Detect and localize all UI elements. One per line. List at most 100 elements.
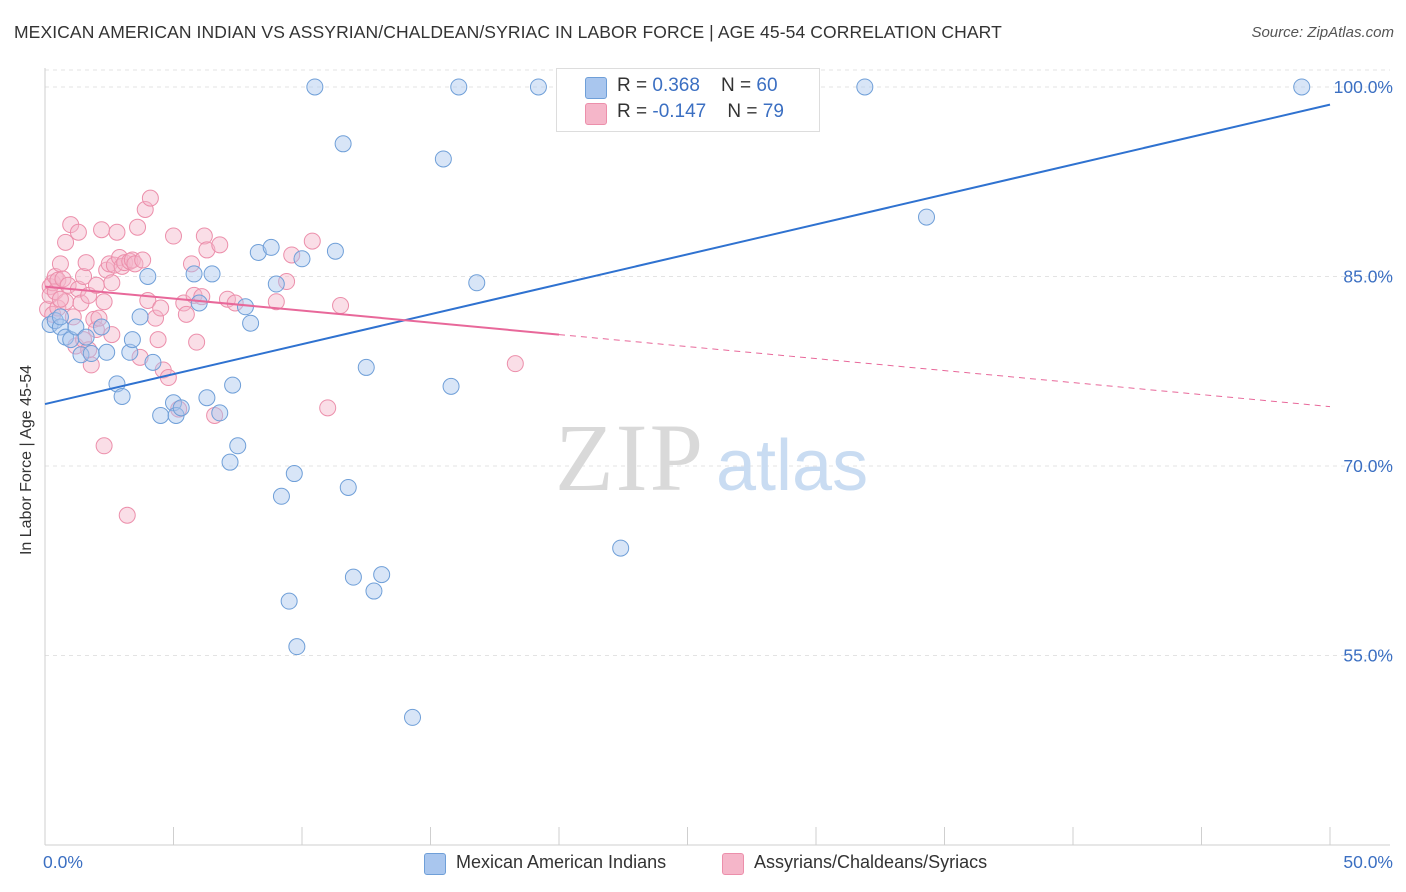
data-point-mexican [93, 318, 111, 336]
data-point-assyrians [57, 233, 75, 251]
data-point-mexican [211, 404, 229, 422]
data-point-mexican [198, 389, 216, 407]
legend-swatch-blue [585, 77, 607, 99]
data-point-assyrians [95, 437, 113, 455]
data-point-assyrians [198, 241, 216, 259]
data-point-mexican [529, 78, 547, 96]
data-point-assyrians [319, 399, 337, 417]
data-point-mexican [190, 294, 208, 312]
data-point-mexican [185, 265, 203, 283]
data-point-mexican [113, 387, 131, 405]
legend-label: Mexican American Indians [456, 852, 667, 872]
data-point-assyrians [152, 299, 170, 317]
legend-swatch-pink [722, 853, 744, 875]
data-point-assyrians [75, 267, 93, 285]
chart-title: MEXICAN AMERICAN INDIAN VS ASSYRIAN/CHAL… [14, 22, 1002, 42]
data-point-mexican [272, 487, 290, 505]
data-point-mexican [139, 267, 157, 285]
data-point-mexican [344, 568, 362, 586]
data-point-mexican [51, 308, 69, 326]
data-point-mexican [67, 318, 85, 336]
data-point-mexican [172, 399, 190, 417]
data-point-assyrians [211, 236, 229, 254]
data-point-mexican [280, 592, 298, 610]
n-label: N = [721, 75, 757, 96]
gridlines [45, 69, 1390, 656]
data-point-mexican [1293, 78, 1311, 96]
legend-swatch-blue [424, 853, 446, 875]
data-point-mexican [404, 708, 422, 726]
data-point-assyrians [77, 254, 95, 272]
n-value: 79 [762, 101, 784, 122]
data-point-assyrians [141, 189, 159, 207]
data-point-mexican [306, 78, 324, 96]
y-tick-label: 85.0% [1343, 266, 1393, 286]
data-point-assyrians [131, 348, 149, 366]
data-point-mexican [131, 308, 149, 326]
watermark-zip: ZIP [555, 404, 705, 511]
data-point-mexican [442, 377, 460, 395]
n-label: N = [727, 101, 763, 122]
r-value: -0.147 [652, 101, 707, 122]
data-point-mexican [242, 314, 260, 332]
data-point-assyrians [267, 293, 285, 311]
y-tick-label: 100.0% [1334, 77, 1393, 97]
data-point-assyrians [108, 223, 126, 241]
r-value: 0.368 [652, 75, 700, 96]
data-point-mexican [373, 566, 391, 584]
n-value: 60 [756, 75, 778, 96]
data-point-mexican [144, 353, 162, 371]
trend-lines [44, 103, 1331, 408]
data-point-assyrians [93, 221, 111, 239]
data-point-assyrians [188, 333, 206, 351]
data-point-mexican [121, 343, 139, 361]
data-point-mexican [77, 328, 95, 346]
data-point-mexican [152, 406, 170, 424]
data-point-assyrians [303, 232, 321, 250]
data-point-mexican [293, 250, 311, 268]
data-point-mexican [450, 78, 468, 96]
data-point-mexican [288, 638, 306, 656]
data-point-assyrians [136, 201, 154, 219]
x-tick-label: 50.0% [1343, 852, 1393, 872]
source-label: Source: ZipAtlas.com [1251, 24, 1394, 41]
data-point-mexican [357, 358, 375, 376]
watermark-atlas: atlas [716, 426, 868, 506]
trend-line-assyrians [44, 285, 560, 336]
tick-labels: 100.0% 85.0% 70.0% 55.0% 0.0% 50.0% [43, 77, 1393, 872]
data-point-mexican [856, 78, 874, 96]
data-point-mexican [434, 150, 452, 168]
trend-line-assyrians-extension [558, 334, 1331, 408]
data-point-assyrians [149, 331, 167, 349]
y-tick-label: 70.0% [1343, 456, 1393, 476]
data-point-mexican [267, 275, 285, 293]
series-mexican-points [41, 78, 1311, 726]
data-point-assyrians [103, 274, 121, 292]
data-point-assyrians [182, 255, 200, 273]
legend-swatch-pink [585, 103, 607, 125]
data-point-assyrians [165, 227, 182, 245]
data-point-assyrians [332, 297, 350, 315]
data-point-assyrians [177, 305, 195, 323]
data-point-mexican [326, 242, 344, 260]
data-point-mexican [334, 135, 352, 153]
data-point-assyrians [118, 506, 136, 524]
axes [44, 68, 1390, 846]
data-point-assyrians [95, 293, 113, 311]
r-label: R = [617, 101, 653, 122]
data-point-assyrians [278, 273, 296, 291]
data-point-mexican [918, 208, 936, 226]
data-point-assyrians [51, 255, 69, 273]
data-point-assyrians [51, 290, 69, 308]
data-point-mexican [123, 331, 141, 349]
data-point-assyrians [129, 218, 147, 236]
data-point-mexican [229, 437, 247, 455]
x-tick-label: 0.0% [43, 852, 83, 872]
data-point-mexican [221, 453, 239, 471]
data-point-mexican [98, 343, 116, 361]
data-point-mexican [51, 318, 69, 336]
data-point-assyrians [134, 251, 152, 269]
y-tick-label: 55.0% [1343, 645, 1393, 665]
data-point-mexican [224, 376, 242, 394]
